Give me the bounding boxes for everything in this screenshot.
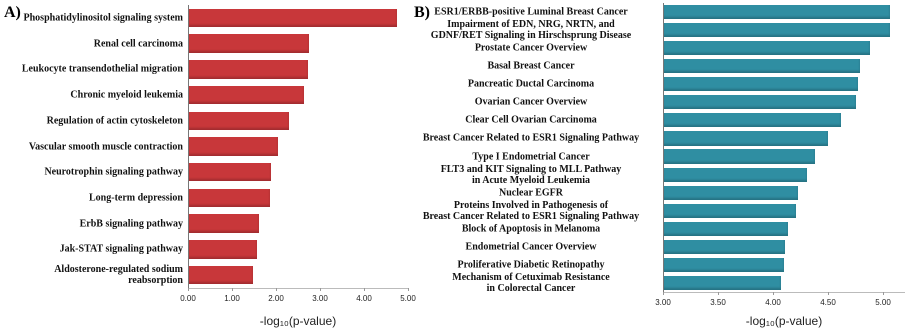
x-tick-label: 5.00: [875, 298, 891, 307]
bar: [188, 188, 270, 208]
category-label: FLT3 and KIT Signaling to MLL Pathway in…: [440, 163, 622, 186]
bar: [663, 4, 890, 20]
category-label: Pancreatic Ductal Carcinoma: [467, 78, 595, 90]
category-label: Prostate Cancer Overview: [474, 42, 588, 54]
x-tick-label: 1.00: [224, 294, 240, 303]
tick-mark: [828, 292, 829, 295]
category-label: Proliferative Diabetic Retinopathy: [457, 259, 605, 271]
category-label: Chronic myeloid leukemia: [70, 89, 183, 101]
tick-mark: [718, 292, 719, 295]
category-label: Mechanism of Cetuximab Resistance in Col…: [452, 271, 610, 294]
bar: [663, 203, 797, 218]
bar: [188, 214, 259, 233]
bar: [188, 34, 309, 53]
x-tick-label: 3.50: [710, 298, 726, 307]
x-tick-label: 4.50: [820, 298, 836, 307]
category-label: Neurotrophin signaling pathway: [44, 166, 183, 178]
bar: [663, 149, 815, 164]
bar: [663, 221, 789, 236]
bar: [663, 113, 842, 128]
panel-label: A): [4, 4, 21, 21]
x-tick-label: 4.00: [765, 298, 781, 307]
category-label: ESR1/ERBB-positive Luminal Breast Cancer: [434, 6, 628, 18]
tick-mark: [364, 288, 365, 291]
bar: [663, 131, 828, 146]
category-label: Aldosterone-regulated sodium reabsorptio…: [54, 264, 183, 287]
category-label: Ovarian Cancer Overview: [474, 96, 588, 108]
bar: [188, 85, 305, 105]
category-label: Leukocyte transendothelial migration: [21, 63, 183, 75]
bar: [663, 275, 781, 290]
bar: [663, 59, 860, 74]
category-label: Regulation of actin cytoskeleton: [46, 115, 183, 127]
bar: [663, 257, 784, 272]
y-axis-line: [663, 3, 664, 292]
tick-mark: [408, 288, 409, 291]
category-label: Impairment of EDN, NRG, NRTN, and GDNF/R…: [430, 19, 632, 42]
category-label: Breast Cancer Related to ESR1 Signaling …: [422, 132, 640, 144]
category-label: Proteins Involved in Pathogenesis of Bre…: [422, 199, 640, 222]
tick-mark: [276, 288, 277, 291]
x-tick-label: 0.00: [180, 294, 196, 303]
x-tick-label: 3.00: [312, 294, 328, 303]
bar: [188, 240, 258, 259]
category-label: Long-term depression: [89, 192, 183, 204]
category-label: Basal Breast Cancer: [487, 60, 575, 72]
bar: [663, 167, 808, 182]
x-axis-line: [188, 288, 408, 289]
x-axis-label: -log₁₀(p-value): [259, 314, 337, 328]
category-label: Clear Cell Ovarian Carcinoma: [465, 114, 597, 126]
category-label: Nuclear EGFR: [499, 187, 563, 199]
x-tick-label: 2.00: [268, 294, 284, 303]
category-label: Vascular smooth muscle contraction: [28, 141, 183, 152]
panel-label: B): [414, 4, 430, 21]
x-axis-line: [663, 292, 905, 293]
tick-mark: [320, 288, 321, 291]
tick-mark: [188, 288, 189, 291]
bar: [188, 60, 309, 79]
bar: [188, 8, 397, 28]
x-tick-label: 4.00: [356, 294, 372, 303]
tick-mark: [773, 292, 774, 295]
bar: [188, 111, 290, 131]
tick-mark: [663, 292, 664, 295]
y-axis-line: [188, 5, 189, 288]
bar: [188, 137, 279, 156]
bar: [663, 23, 890, 38]
bar: [188, 265, 254, 285]
x-tick-label: 3.00: [655, 298, 671, 307]
category-label: Phosphatidylinositol signaling system: [23, 12, 183, 24]
category-label: Jak-STAT signaling pathway: [59, 243, 183, 255]
bar: [663, 77, 858, 92]
bar: [663, 185, 799, 200]
category-label: Type I Endometrial Cancer: [472, 151, 590, 163]
category-label: Renal cell carcinoma: [93, 38, 183, 50]
category-label: Block of Apoptosis in Melanoma: [461, 223, 601, 235]
category-label: Endometrial Cancer Overview: [465, 241, 597, 253]
x-tick-label: 5.00: [400, 294, 416, 303]
bar: [663, 41, 870, 56]
tick-mark: [232, 288, 233, 291]
tick-mark: [883, 292, 884, 295]
x-axis-label: -log₁₀(p-value): [745, 314, 823, 328]
bar: [663, 95, 856, 110]
category-label: ErbB signaling pathway: [79, 218, 183, 230]
bar: [188, 162, 272, 182]
bar: [663, 239, 786, 254]
